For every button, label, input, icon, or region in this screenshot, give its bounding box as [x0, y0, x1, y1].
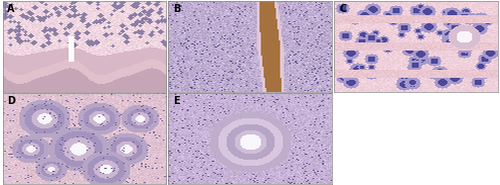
Text: C: C	[339, 4, 346, 14]
Text: A: A	[8, 4, 15, 14]
Text: E: E	[173, 96, 180, 106]
Text: B: B	[173, 4, 180, 14]
Text: D: D	[8, 96, 16, 106]
